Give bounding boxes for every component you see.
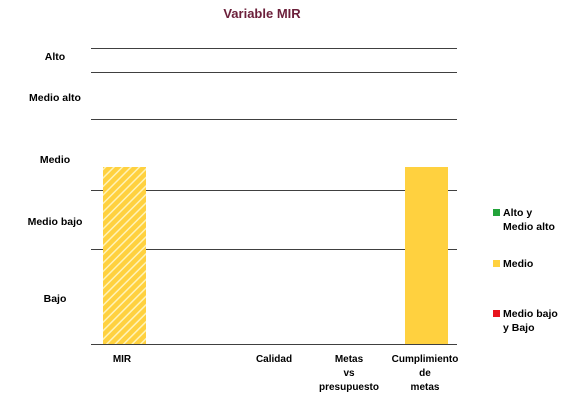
- x-label-mir: MIR: [113, 354, 132, 365]
- legend-alto-y-medio-alto-label: Alto y Medio alto: [503, 207, 555, 233]
- grid: [91, 48, 457, 345]
- y-label-medio-bajo: Medio bajo: [28, 216, 83, 228]
- legend: Alto y Medio alto Medio Medio bajo y Bajo: [493, 207, 558, 334]
- y-label-bajo: Bajo: [44, 293, 67, 305]
- chart-title: Variable MIR: [223, 6, 301, 21]
- legend-medio-swatch: [493, 260, 500, 267]
- x-label-calidad: Calidad: [256, 354, 292, 365]
- bars: [103, 167, 448, 344]
- y-label-medio-alto: Medio alto: [29, 92, 81, 104]
- legend-medio-bajo-y-bajo-label: Medio bajo y Bajo: [503, 308, 558, 334]
- bar-cumplimiento-de-metas: [405, 167, 448, 344]
- y-label-alto: Alto: [45, 51, 65, 63]
- x-label-cumplimiento-de-metas: Cumplimiento de metas: [392, 354, 459, 393]
- y-axis-labels: Alto Medio alto Medio Medio bajo Bajo: [28, 51, 83, 305]
- x-label-metas-vs-presupuesto: Metas vs presupuesto: [319, 354, 379, 393]
- x-axis-labels: MIR Calidad Metas vs presupuesto Cumplimiento…: [113, 354, 459, 393]
- legend-alto-y-medio-alto-swatch: [493, 209, 500, 216]
- legend-medio-label: Medio: [503, 258, 533, 270]
- legend-medio-bajo-y-bajo-swatch: [493, 310, 500, 317]
- y-label-medio: Medio: [40, 154, 70, 166]
- bar-mir: [103, 167, 146, 344]
